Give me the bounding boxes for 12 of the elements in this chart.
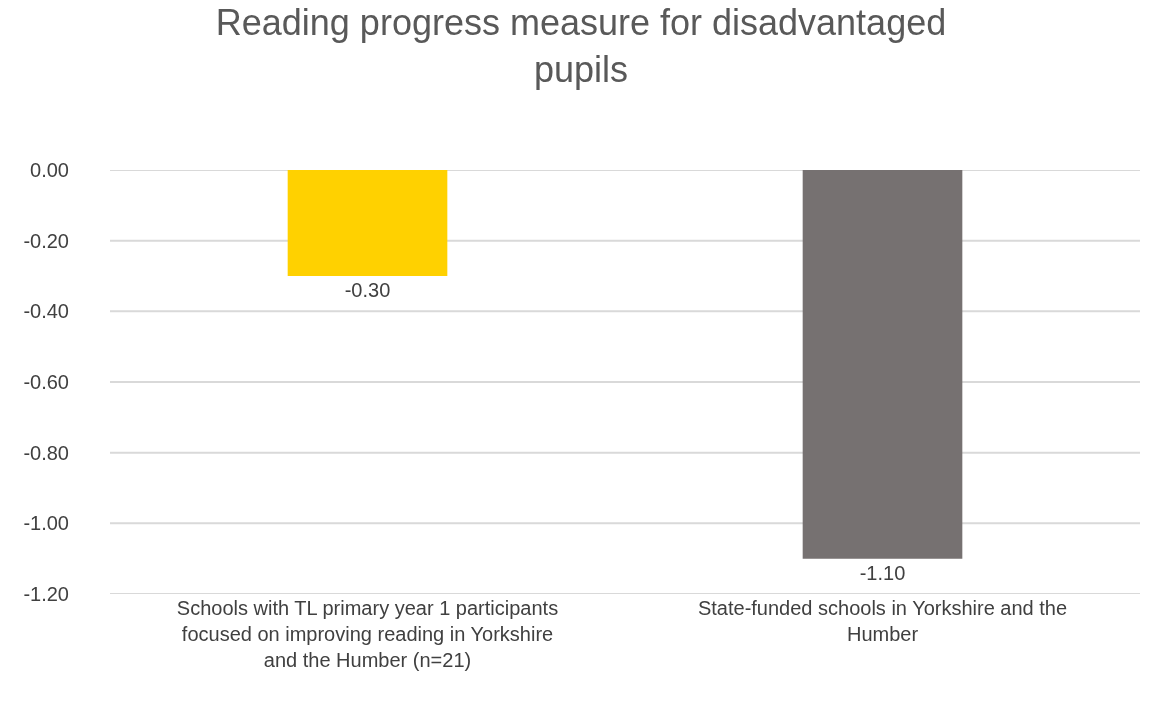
y-tick-label: 0.00 [30,159,69,181]
y-tick-label: -1.00 [23,512,69,535]
y-tick-label: -0.20 [23,229,69,252]
y-tick-label: -0.80 [23,441,69,464]
data-label: -1.10 [859,561,906,584]
y-tick-label: -1.20 [23,583,69,605]
y-tick-label: -0.60 [23,371,69,393]
x-tick-label: State-funded schools in Yorkshire and the Humber [697,597,1068,645]
x-tick-label: Schools with TL primary year 1 participants focused on improving reading in Yorkshire and the Humber (n=21) [176,597,559,671]
y-tick-label: -0.40 [23,300,69,323]
chart-title: Reading progress measure for disadvantaged pupils [215,2,947,90]
data-label: -0.30 [344,279,391,301]
